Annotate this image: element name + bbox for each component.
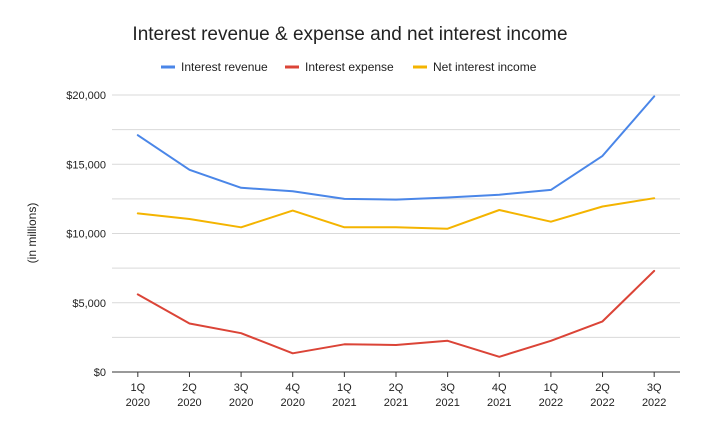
grid-lines [112,94,680,338]
x-tick-label: 2Q [595,382,610,394]
chart-title: Interest revenue & expense and net inter… [132,24,567,45]
x-tick-label: 1Q [544,382,559,394]
x-axis-ticks: 1Q 2020 2Q 2020 3Q 2020 4Q 2020 1Q 2021 2Q 2021 3Q 20… [126,372,666,409]
x-tick-label-year: 2021 [384,397,408,409]
x-tick-label: 2Q [182,382,197,394]
legend-entry-interest-revenue: Interest revenue [181,60,268,74]
x-tick-label-year: 2020 [280,397,304,409]
x-tick-label-year: 2021 [487,397,511,409]
series-line-interest-expense [136,269,656,358]
y-tick-label: $0 [94,367,106,379]
x-tick-label-year: 2021 [332,397,356,409]
x-tick-label-year: 2020 [126,397,150,409]
series-lines [136,95,656,358]
x-tick-label: 3Q [234,382,249,394]
x-tick-label-year: 2020 [229,397,253,409]
x-tick-label: 4Q [285,382,300,394]
x-tick-label: 3Q [647,382,662,394]
x-tick-label-year: 2022 [590,397,614,409]
y-tick-label: $15,000 [66,159,106,171]
x-tick-label: 2Q [389,382,404,394]
x-tick-label: 3Q [440,382,455,394]
series-line-interest-revenue [136,95,656,201]
x-tick-label: 4Q [492,382,507,394]
y-axis-label: (in millions) [25,203,39,264]
y-tick-label: $10,000 [66,229,106,241]
x-tick-label: 1Q [130,382,145,394]
y-tick-label: $5,000 [72,298,106,310]
y-axis-ticks: $0 $5,000 $10,000 $15,000 $20,000 [66,90,106,379]
legend-entry-interest-expense: Interest expense [305,60,394,74]
x-tick-label-year: 2020 [177,397,201,409]
x-tick-label-year: 2021 [435,397,459,409]
x-tick-label-year: 2022 [539,397,563,409]
x-tick-label-year: 2022 [642,397,666,409]
x-tick-label: 1Q [337,382,352,394]
y-tick-label: $20,000 [66,90,106,102]
legend: Interest revenue Interest expense Net inte… [161,60,537,74]
series-line-net-interest-income [136,197,656,230]
legend-entry-net-interest-income: Net interest income [433,60,537,74]
